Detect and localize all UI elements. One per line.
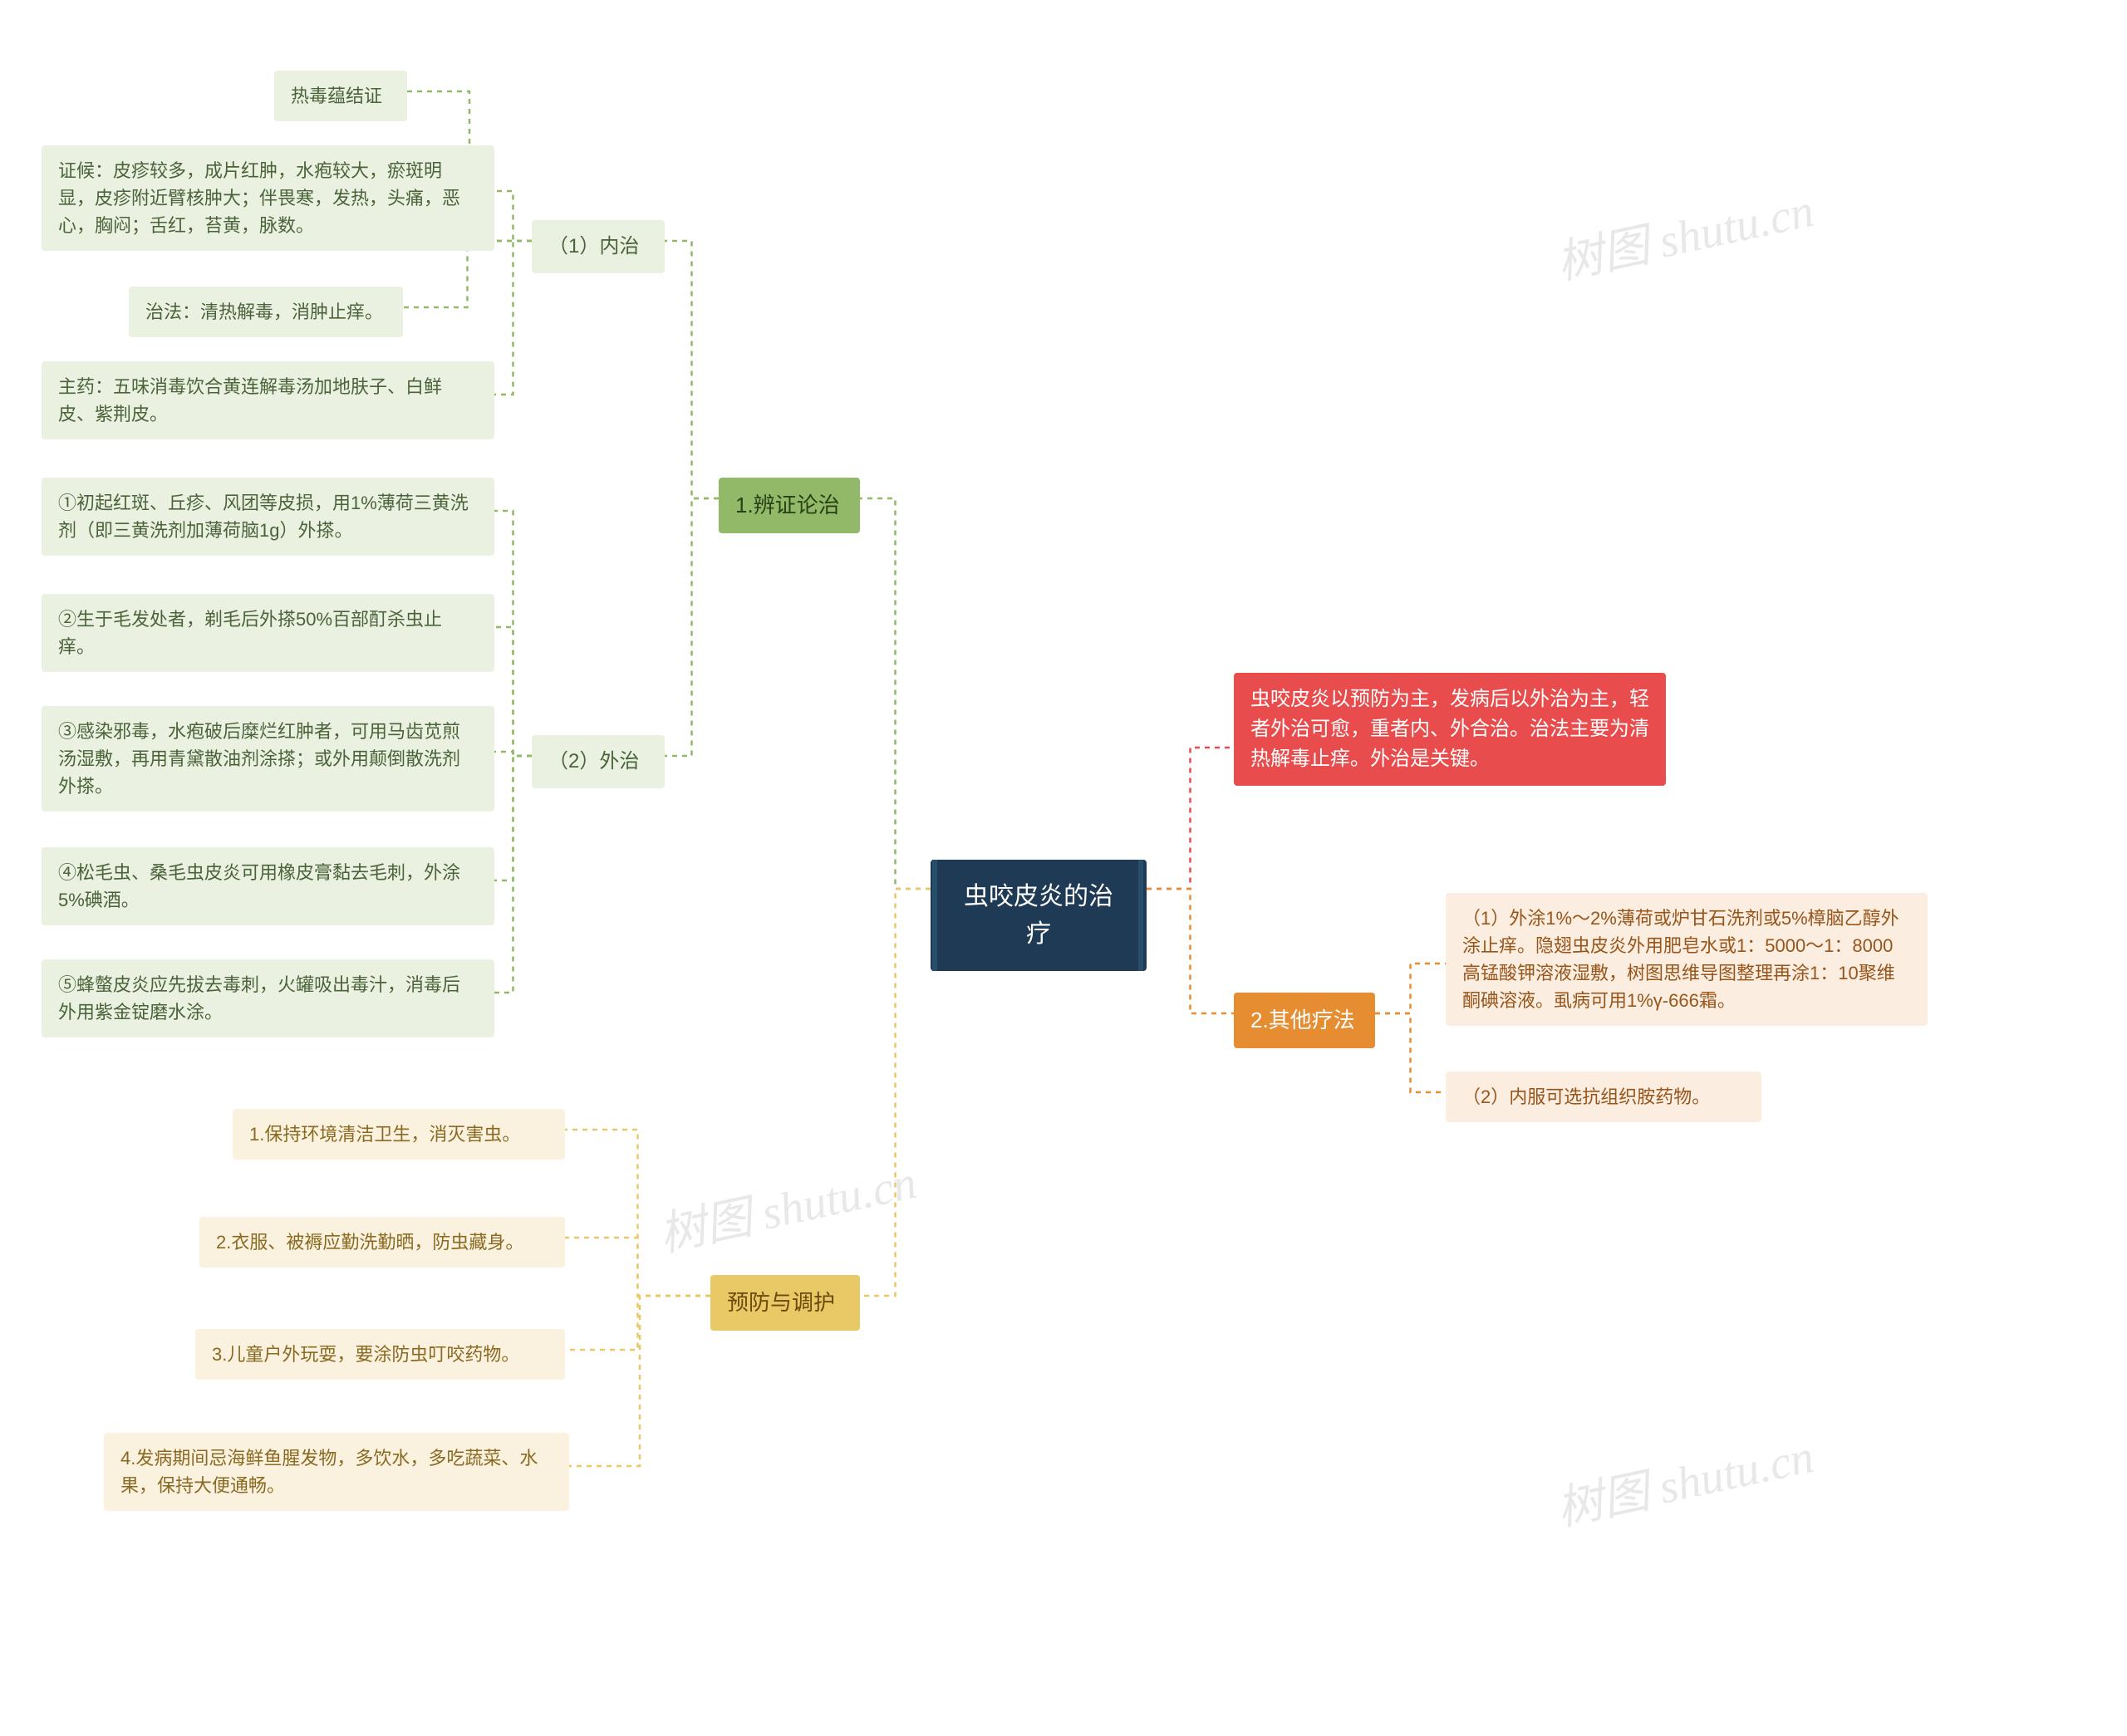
b2-leaf-a[interactable]: （1）外涂1%～2%薄荷或炉甘石洗剂或5%樟脑乙醇外涂止痒。隐翅虫皮炎外用肥皂水… — [1446, 893, 1928, 1026]
root-node[interactable]: 虫咬皮炎的治疗 — [931, 860, 1147, 971]
b1c2-leaf-e[interactable]: ⑤蜂螫皮炎应先拔去毒刺，火罐吸出毒汁，消毒后外用紫金锭磨水涂。 — [42, 959, 494, 1037]
b3-leaf-c[interactable]: 3.儿童户外玩耍，要涂防虫叮咬药物。 — [195, 1329, 565, 1380]
connector — [403, 241, 532, 307]
connector — [494, 756, 532, 880]
b1c1-leaf-c[interactable]: 治法：清热解毒，消肿止痒。 — [129, 287, 403, 337]
connector — [1375, 1013, 1446, 1092]
connector — [860, 498, 931, 889]
b1c2-leaf-c[interactable]: ③感染邪毒，水疱破后糜烂红肿者，可用马齿苋煎汤湿敷，再用青黛散油剂涂搽；或外用颠… — [42, 706, 494, 812]
connector — [1147, 889, 1234, 1013]
connector — [1147, 748, 1234, 889]
connector — [494, 241, 532, 395]
connector — [569, 1296, 710, 1466]
b1c1-leaf-d[interactable]: 主药：五味消毒饮合黄连解毒汤加地肤子、白鲜皮、紫荆皮。 — [42, 361, 494, 439]
b3-leaf-d[interactable]: 4.发病期间忌海鲜鱼腥发物，多饮水，多吃蔬菜、水果，保持大便通畅。 — [104, 1433, 569, 1511]
connector — [860, 889, 931, 1296]
branch-1[interactable]: 1.辨证论治 — [719, 478, 860, 533]
connector — [565, 1296, 710, 1350]
connector — [494, 511, 532, 756]
mindmap-canvas: 树图 shutu.cn 树图 shutu.cn 树图 shutu.cn 树图 s… — [0, 0, 2127, 1736]
b3-leaf-a[interactable]: 1.保持环境清洁卫生，消灭害虫。 — [233, 1109, 565, 1160]
b1c2-leaf-b[interactable]: ②生于毛发处者，剃毛后外搽50%百部酊杀虫止痒。 — [42, 594, 494, 672]
b1c1-leaf-a[interactable]: 热毒蕴结证 — [274, 71, 407, 121]
b1c2-leaf-a[interactable]: ①初起红斑、丘疹、风团等皮损，用1%薄荷三黄洗剂（即三黄洗剂加薄荷脑1g）外搽。 — [42, 478, 494, 556]
connector — [494, 756, 532, 993]
connector — [665, 498, 719, 756]
connector — [494, 752, 532, 756]
connector — [1375, 964, 1446, 1013]
watermark: 树图 shutu.cn — [1550, 1419, 1819, 1539]
b1c2-leaf-d[interactable]: ④松毛虫、桑毛虫皮炎可用橡皮膏黏去毛刺，外涂5%碘酒。 — [42, 847, 494, 925]
branch-3[interactable]: 预防与调护 — [710, 1275, 860, 1331]
b3-leaf-b[interactable]: 2.衣服、被褥应勤洗勤晒，防虫藏身。 — [199, 1217, 565, 1268]
b2-leaf-b[interactable]: （2）内服可选抗组织胺药物。 — [1446, 1072, 1761, 1122]
connector — [565, 1238, 710, 1296]
connector — [494, 627, 532, 756]
branch-1-child-2[interactable]: （2）外治 — [532, 735, 665, 788]
connector — [565, 1130, 710, 1296]
branch-2[interactable]: 2.其他疗法 — [1234, 993, 1375, 1048]
intro-node[interactable]: 虫咬皮炎以预防为主，发病后以外治为主，轻者外治可愈，重者内、外合治。治法主要为清… — [1234, 673, 1666, 786]
connector — [665, 241, 719, 498]
watermark: 树图 shutu.cn — [1550, 173, 1819, 293]
connector — [494, 191, 532, 241]
b1c1-leaf-b[interactable]: 证候：皮疹较多，成片红肿，水疱较大，瘀斑明显，皮疹附近臂核肿大；伴畏寒，发热，头… — [42, 145, 494, 251]
branch-1-child-1[interactable]: （1）内治 — [532, 220, 665, 273]
watermark: 树图 shutu.cn — [652, 1145, 921, 1265]
